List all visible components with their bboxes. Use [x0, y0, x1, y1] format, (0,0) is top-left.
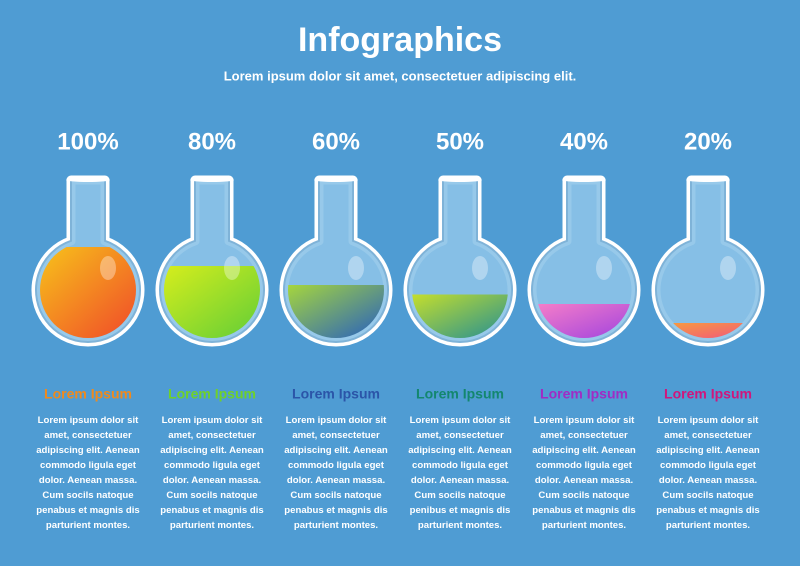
neck-rim	[686, 178, 730, 182]
liquid	[412, 294, 508, 338]
neck-rim	[562, 178, 606, 182]
item-heading: Lorem Ipsum	[416, 386, 504, 402]
item-heading: Lorem Ipsum	[44, 386, 132, 402]
glass-shine	[596, 256, 612, 280]
liquid	[288, 285, 384, 338]
liquid	[40, 247, 136, 338]
value-label: 100%	[57, 128, 118, 155]
glass-shine	[100, 256, 116, 280]
glass-shine	[472, 256, 488, 280]
chart-title: Infographics	[298, 21, 502, 59]
value-label: 50%	[436, 128, 484, 155]
flask-glass	[655, 179, 761, 343]
item-description: Lorem ipsum dolor sit amet, consectetuer…	[284, 415, 388, 531]
neck-rim	[314, 178, 358, 182]
neck-rim	[66, 178, 110, 182]
item-heading: Lorem Ipsum	[292, 386, 380, 402]
item-description: Lorem ipsum dolor sit amet, consectetuer…	[532, 415, 636, 531]
glass-shine	[348, 256, 364, 280]
glass-shine	[224, 256, 240, 280]
glass-shine	[720, 256, 736, 280]
item-heading: Lorem Ipsum	[168, 386, 256, 402]
flask-glass	[531, 179, 637, 343]
item-heading: Lorem Ipsum	[540, 386, 628, 402]
neck-rim	[438, 178, 482, 182]
value-label: 40%	[560, 128, 608, 155]
item-description: Lorem ipsum dolor sit amet, consectetuer…	[160, 415, 264, 531]
chart-subtitle: Lorem ipsum dolor sit amet, consectetuer…	[224, 68, 577, 83]
neck-rim	[190, 178, 234, 182]
item-heading: Lorem Ipsum	[664, 386, 752, 402]
value-label: 80%	[188, 128, 236, 155]
value-label: 60%	[312, 128, 360, 155]
value-label: 20%	[684, 128, 732, 155]
item-description: Lorem ipsum dolor sit amet, consectetuer…	[36, 415, 140, 531]
item-description: Lorem ipsum dolor sit amet, consectetuer…	[408, 415, 512, 531]
item-description: Lorem ipsum dolor sit amet, consectetuer…	[656, 415, 760, 531]
